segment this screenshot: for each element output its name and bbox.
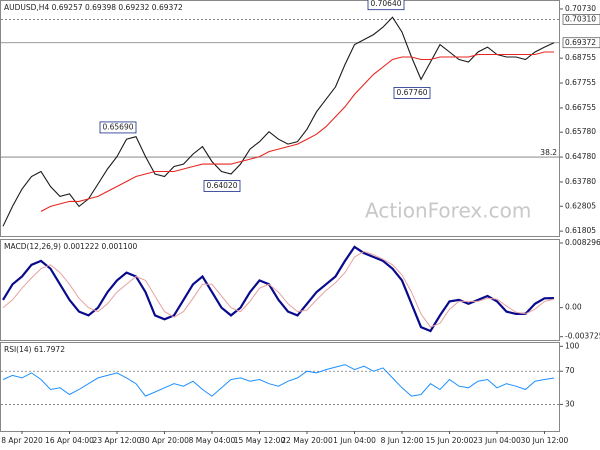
x-tick-label: 8 May 04:00	[189, 436, 236, 445]
annotation-box	[393, 87, 431, 99]
series-line	[2, 16, 555, 227]
y-tick-label: 0.65780	[565, 127, 596, 136]
y-tick-label: 0.64780	[565, 152, 596, 161]
x-tick-label: 23 Jun 04:00	[473, 436, 521, 445]
x-tick-label: 15 Jun 20:00	[426, 436, 474, 445]
price-box	[562, 37, 600, 49]
annotation-box	[203, 180, 241, 192]
y-tick-label: 0.00	[565, 303, 582, 312]
price-box-label: 0.70310	[565, 14, 596, 23]
x-tick-label: 8 Apr 2020	[1, 436, 43, 445]
x-tick-label: 23 Apr 12:00	[93, 436, 142, 445]
y-tick-label: 0.008296	[565, 238, 600, 247]
x-tick-label: 30 Apr 20:00	[140, 436, 189, 445]
y-tick-label: 0.68755	[565, 53, 596, 62]
y-tick-label: 0.67755	[565, 78, 596, 87]
series-line	[2, 250, 555, 328]
annotation-box	[367, 0, 405, 11]
price-panel	[0, 0, 560, 237]
rsi-panel	[0, 342, 560, 432]
y-tick-label: 100	[565, 341, 580, 350]
watermark: ActionForex.com	[365, 199, 531, 223]
macd-panel	[0, 239, 560, 341]
y-tick-label: 30	[565, 399, 575, 408]
price-box	[562, 14, 600, 25]
y-tick-label: 0.61805	[565, 226, 596, 235]
x-tick-label: 16 Apr 04:00	[45, 436, 94, 445]
annotation-label: 0.64020	[206, 181, 237, 190]
annotation-label: 0.65690	[102, 122, 133, 131]
x-tick-label: 15 May 12:00	[234, 436, 286, 445]
price-title: AUDUSD,H4 0.69257 0.69398 0.69232 0.6937…	[4, 3, 183, 12]
x-tick-label: 22 May 20:00	[281, 436, 333, 445]
level-label: 38.2	[540, 148, 557, 157]
annotation-label: 0.70640	[370, 0, 401, 8]
series-line	[2, 364, 555, 397]
y-tick-label: 70	[565, 366, 575, 375]
y-tick-label: 0.66755	[565, 103, 596, 112]
series-line	[40, 51, 554, 212]
annotation-label: 0.67760	[396, 88, 427, 97]
rsi-title: RSI(14) 61.7972	[4, 345, 65, 354]
y-tick-label: 0.62805	[565, 201, 596, 210]
x-tick-label: 1 Jun 04:00	[333, 436, 376, 445]
price-box-label: 0.69372	[565, 38, 596, 47]
x-tick-label: 8 Jun 12:00	[381, 436, 424, 445]
y-tick-label: 0.63780	[565, 177, 596, 186]
series-line	[2, 245, 555, 333]
macd-title: MACD(12,26,9) 0.001222 0.001100	[4, 242, 138, 251]
x-tick-label: 30 Jun 12:00	[521, 436, 569, 445]
annotation-box	[99, 121, 137, 134]
y-tick-label: -0.003725	[565, 332, 600, 341]
y-tick-label: 0.70730	[565, 4, 596, 13]
